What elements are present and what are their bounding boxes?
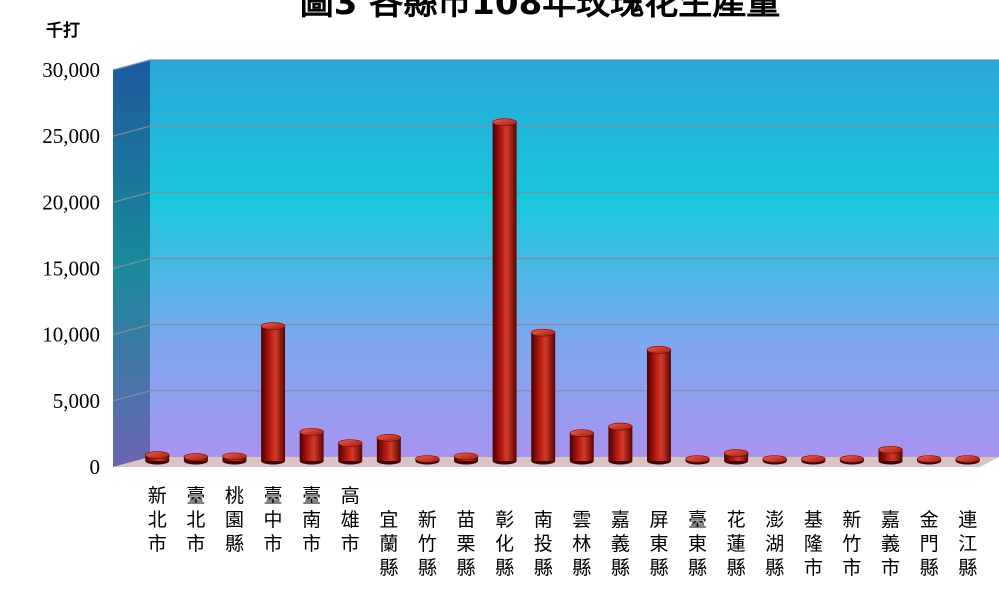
bar	[145, 451, 170, 465]
y-tick-label: 10,000	[42, 323, 100, 347]
x-tick-label: 苗栗縣	[457, 509, 476, 579]
bar	[685, 455, 710, 465]
gridlines	[112, 59, 999, 402]
bar-cap	[492, 118, 517, 127]
bar-cap	[530, 328, 556, 337]
bar-cap	[376, 434, 402, 442]
bar	[801, 455, 826, 465]
bar-body	[376, 437, 401, 461]
gridline-side	[112, 191, 151, 203]
bar-body	[647, 349, 671, 461]
x-tick-label: 新竹縣	[418, 509, 437, 579]
bar	[839, 455, 865, 465]
bar	[530, 328, 556, 465]
x-tick-label: 宜蘭縣	[379, 509, 398, 579]
bar-body	[878, 449, 903, 461]
bar	[646, 346, 672, 465]
x-tick-label: 高雄市	[341, 485, 360, 555]
bar-body	[299, 431, 324, 461]
bar-body	[338, 443, 363, 461]
x-tick-label: 花蓮縣	[727, 509, 746, 579]
x-tick-label: 嘉義市	[881, 509, 900, 579]
bar-cap	[299, 428, 324, 436]
bar	[608, 422, 633, 465]
plot-walls	[113, 60, 999, 467]
x-tick-label: 屏東縣	[649, 509, 668, 579]
x-tick-label: 臺東縣	[688, 509, 707, 579]
bar	[916, 455, 942, 465]
y-tick-label: 15,000	[42, 257, 100, 281]
bar-cap	[569, 429, 595, 438]
bar-body	[569, 433, 594, 461]
y-tick-label: 0	[90, 455, 101, 479]
x-tick-label: 金門縣	[920, 509, 939, 579]
bar-cap	[145, 451, 170, 459]
bar-cap	[916, 455, 942, 463]
bar	[955, 455, 980, 465]
bar-cap	[337, 439, 363, 447]
y-axis-unit-label: 千打	[46, 20, 80, 41]
bar-body	[531, 332, 556, 461]
y-tick-label: 25,000	[42, 124, 100, 148]
bar	[337, 439, 363, 465]
bar	[492, 118, 517, 465]
chart-title: 圖3 各縣市108年玫瑰花生產量	[300, 0, 780, 23]
bar-cap	[955, 455, 980, 463]
bar	[222, 452, 247, 465]
bar-cap	[839, 455, 865, 463]
x-tick-label: 臺南市	[302, 485, 321, 555]
bar-cap	[415, 455, 440, 463]
bar-cap	[183, 453, 209, 461]
x-tick-label: 新竹市	[842, 509, 861, 579]
gridline-side	[112, 125, 151, 137]
bar-body	[261, 326, 286, 461]
x-tick-label: 連江縣	[958, 509, 977, 579]
x-tick-label: 南投縣	[534, 509, 553, 579]
x-tick-label: 基隆市	[804, 509, 823, 579]
bar-body	[608, 426, 633, 461]
bar	[415, 455, 440, 465]
x-tick-label: 臺中市	[264, 485, 283, 555]
bar	[453, 452, 479, 465]
bars	[145, 118, 980, 465]
y-axis-ticks: 0 5,000 10,000 15,000 20,000 25,000 30,000	[42, 58, 100, 479]
bar	[762, 455, 788, 465]
bar	[569, 429, 595, 465]
bar-cap	[222, 452, 247, 461]
gridline-side	[112, 324, 151, 336]
bar-cap	[453, 452, 479, 461]
bar	[299, 428, 324, 465]
gridline-side	[112, 390, 151, 402]
x-tick-label: 桃園縣	[225, 485, 244, 555]
y-tick-label: 30,000	[42, 58, 100, 82]
bar	[376, 434, 402, 465]
bar-cap	[260, 322, 286, 330]
bar-cap	[685, 455, 710, 463]
bar-cap	[762, 455, 788, 463]
x-tick-label: 雲林縣	[572, 509, 591, 579]
bar-cap	[646, 346, 672, 354]
x-tick-label: 新北市	[148, 485, 167, 555]
bar	[260, 322, 286, 465]
bar-cap	[723, 449, 749, 457]
gridline-side	[112, 59, 151, 71]
gridline-side	[112, 257, 151, 270]
bar-cap	[801, 455, 826, 463]
bar	[183, 453, 209, 465]
y-tick-label: 5,000	[53, 389, 100, 413]
bar	[878, 445, 903, 465]
bar-cap	[878, 445, 903, 454]
bar-cap	[608, 422, 633, 431]
bar-body	[492, 122, 517, 461]
x-tick-label: 臺北市	[186, 485, 205, 555]
x-tick-label: 彰化縣	[495, 509, 514, 579]
bar-body	[724, 453, 749, 461]
y-tick-label: 20,000	[42, 190, 100, 214]
x-tick-label: 澎湖縣	[765, 509, 784, 579]
x-tick-label: 嘉義縣	[611, 509, 630, 579]
bar	[723, 449, 749, 465]
